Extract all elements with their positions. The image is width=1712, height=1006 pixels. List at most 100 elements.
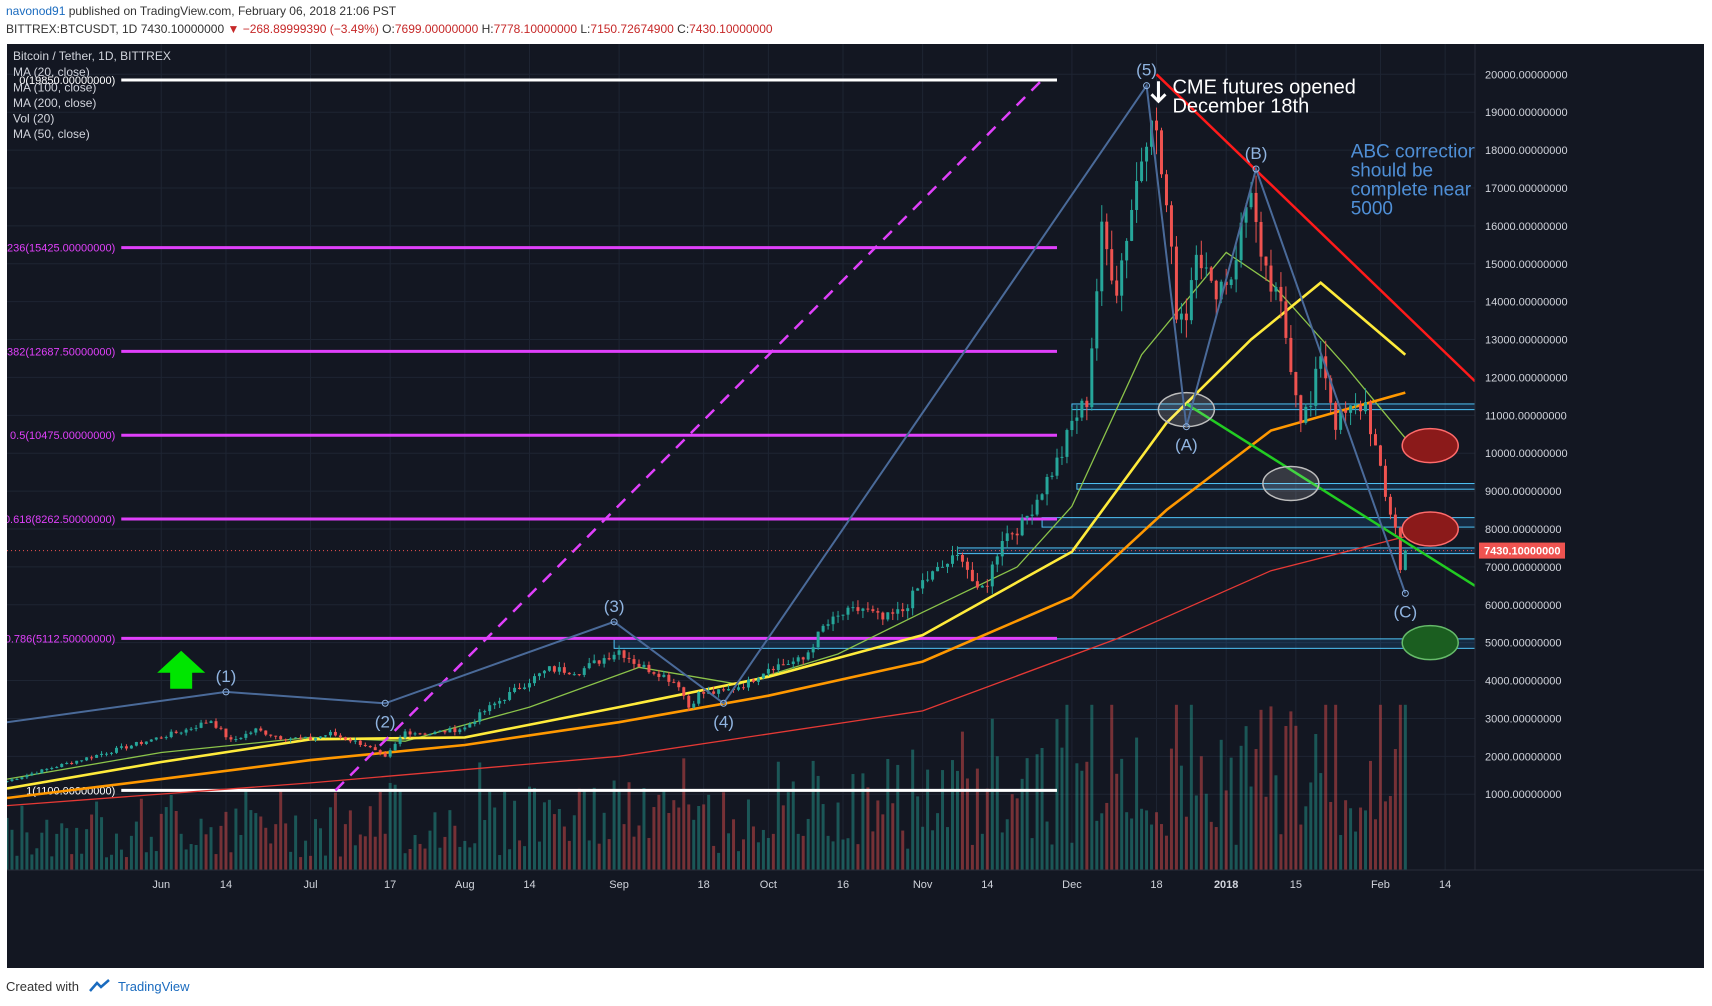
volume-bar bbox=[662, 790, 666, 870]
candle-body bbox=[717, 689, 721, 694]
volume-bar bbox=[647, 837, 651, 870]
candle-body bbox=[60, 763, 64, 768]
volume-bar bbox=[348, 810, 352, 870]
volume-bar bbox=[174, 810, 178, 870]
volume-bar bbox=[831, 841, 835, 870]
candle-body bbox=[468, 723, 472, 728]
candle-body bbox=[537, 673, 541, 677]
volume-bar bbox=[1100, 813, 1104, 870]
candle-body bbox=[438, 730, 442, 732]
candle-body bbox=[1234, 260, 1238, 280]
volume-bar bbox=[85, 829, 89, 870]
volume-bar bbox=[811, 760, 815, 870]
candle-body bbox=[1164, 174, 1168, 206]
volume-bar bbox=[557, 809, 561, 870]
volume-bar bbox=[1130, 818, 1134, 870]
candle-body bbox=[975, 581, 979, 588]
chart-background bbox=[7, 44, 1704, 968]
candle-body bbox=[214, 721, 218, 728]
moving-average-line bbox=[6, 535, 1406, 807]
volume-bar bbox=[851, 774, 855, 870]
candle-body bbox=[35, 773, 39, 775]
fib-retracement[interactable]: 0(19850.00000000) 0.236(15425.00000000) 0.… bbox=[0, 75, 1057, 797]
annotation-abc: complete near bbox=[1351, 180, 1472, 201]
volume-bar bbox=[428, 830, 432, 870]
volume-bar bbox=[164, 807, 168, 870]
price-chart[interactable]: 0(19850.00000000) 0.236(15425.00000000) 0.… bbox=[0, 44, 1704, 968]
volume-bar bbox=[5, 817, 9, 870]
volume-bar bbox=[368, 806, 372, 870]
volume-bar bbox=[1249, 786, 1253, 870]
volume-bar bbox=[129, 835, 133, 870]
candle-body bbox=[766, 668, 770, 674]
candle-body bbox=[806, 652, 810, 660]
volume-bar bbox=[766, 837, 770, 870]
price-axis-label: 5000.00000000 bbox=[1485, 638, 1561, 650]
candle-body bbox=[642, 664, 646, 668]
volume-bar bbox=[1000, 832, 1004, 870]
candle-body bbox=[129, 745, 133, 749]
current-price-tag bbox=[1479, 542, 1565, 559]
zone-circles[interactable] bbox=[1157, 391, 1459, 661]
volume-bar bbox=[901, 830, 905, 870]
candle-body bbox=[980, 585, 984, 588]
volume-bar bbox=[1378, 704, 1382, 870]
candle-body bbox=[1155, 120, 1159, 131]
candle-body bbox=[607, 658, 611, 660]
candle-body bbox=[523, 687, 527, 689]
time-axis-label: 14 bbox=[1439, 879, 1451, 891]
candle-body bbox=[990, 564, 994, 587]
candle-body bbox=[946, 563, 950, 567]
volume-bar bbox=[483, 820, 487, 870]
volume-bar bbox=[1110, 704, 1114, 870]
volume-bar bbox=[622, 824, 626, 870]
down-arrow-icon: ▼ bbox=[227, 22, 240, 36]
price-axis-label: 14000.00000000 bbox=[1485, 297, 1568, 309]
volume-bar bbox=[697, 805, 701, 870]
candle-body bbox=[1060, 456, 1064, 458]
volume-bar bbox=[582, 789, 586, 870]
volume-bar bbox=[826, 835, 830, 870]
volume-bar bbox=[746, 799, 750, 870]
wave-pivot-marker bbox=[1401, 589, 1409, 597]
candle-body bbox=[229, 737, 233, 740]
volume-bar bbox=[55, 833, 59, 870]
candle-body bbox=[1294, 371, 1298, 396]
low-value: 7150.72674900 bbox=[590, 22, 674, 36]
author-link[interactable]: navonod91 bbox=[6, 4, 66, 18]
volume-bar bbox=[1269, 706, 1273, 870]
time-axis-label: 14 bbox=[981, 879, 993, 891]
volume-bar bbox=[612, 780, 616, 870]
candle-body bbox=[40, 769, 44, 774]
volume-bar bbox=[781, 805, 785, 870]
volume-bar bbox=[15, 855, 19, 870]
candle-body bbox=[164, 737, 168, 739]
volume-bar bbox=[328, 807, 332, 870]
candle-body bbox=[562, 667, 566, 673]
volume-bar bbox=[259, 816, 263, 870]
current-price-value: 7430.10000000 bbox=[1484, 546, 1560, 558]
candle-body bbox=[453, 728, 457, 733]
volume-bar bbox=[124, 857, 128, 870]
candle-body bbox=[786, 663, 790, 665]
volume-bar bbox=[941, 770, 945, 870]
candle-body bbox=[542, 670, 546, 674]
price-axis-label: 2000.00000000 bbox=[1485, 751, 1561, 763]
tradingview-link[interactable]: TradingView bbox=[118, 979, 190, 994]
candle-body bbox=[662, 674, 666, 677]
volume-bar bbox=[960, 731, 964, 870]
volume-bar bbox=[179, 833, 183, 870]
candle-body bbox=[1199, 254, 1203, 269]
candle-body bbox=[1000, 541, 1004, 557]
down-arrow-icon bbox=[1150, 81, 1167, 104]
chart-area[interactable]: 0(19850.00000000) 0.236(15425.00000000) 0.… bbox=[0, 44, 1704, 968]
candle-body bbox=[333, 731, 337, 736]
volume-bar bbox=[25, 832, 29, 870]
candle-body bbox=[532, 676, 536, 684]
volume-bar bbox=[169, 795, 173, 870]
candle-body bbox=[309, 736, 313, 741]
volume-bar bbox=[1204, 793, 1208, 870]
candle-body bbox=[264, 730, 268, 735]
drawn-lines[interactable] bbox=[334, 73, 1476, 792]
